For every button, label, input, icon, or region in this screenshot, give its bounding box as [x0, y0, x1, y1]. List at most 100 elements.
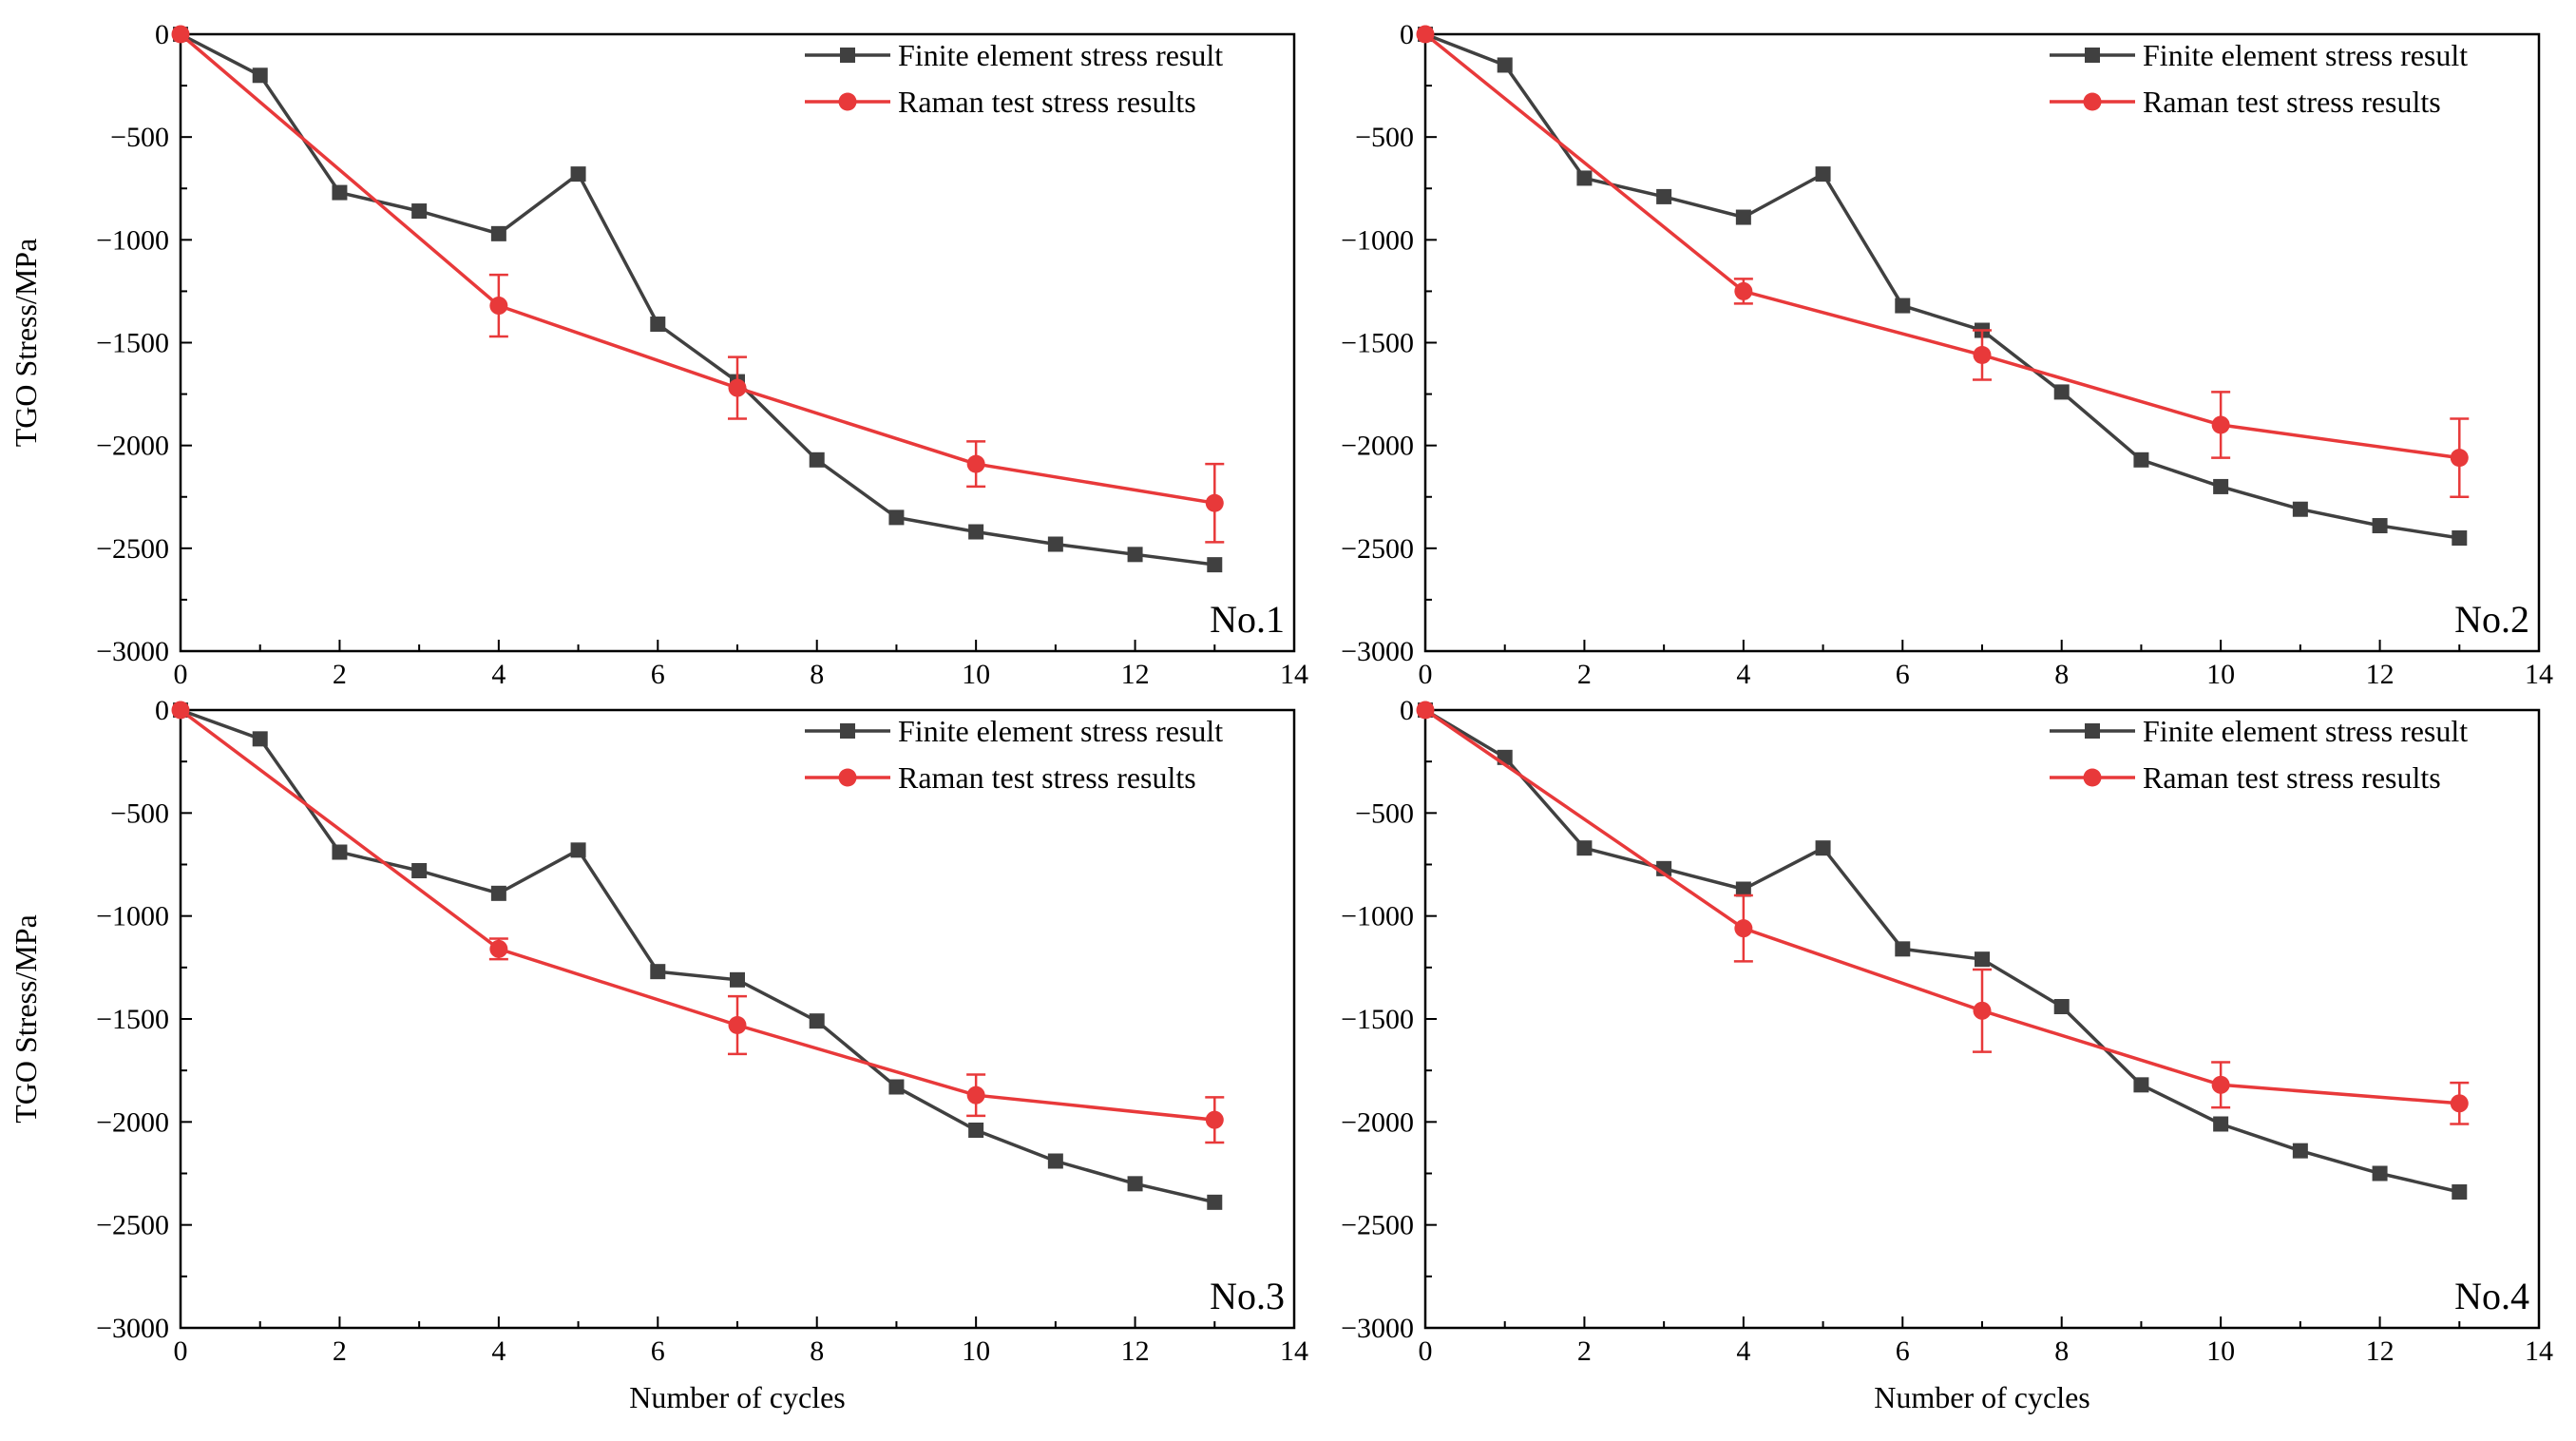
- data-point-circle: [2450, 449, 2469, 468]
- legend-entry: Finite element stress result: [2050, 714, 2468, 748]
- data-point-square: [252, 67, 268, 84]
- panel-label: No.2: [2454, 598, 2529, 641]
- data-point-circle: [966, 454, 985, 473]
- data-point-square: [1127, 547, 1143, 563]
- y-tick-label: 0: [1400, 695, 1414, 726]
- y-tick-label: −2000: [96, 1106, 169, 1138]
- data-point-square: [332, 844, 348, 860]
- data-point-circle: [966, 1086, 985, 1105]
- panel-label: No.3: [1210, 1275, 1285, 1317]
- data-point-circle: [2211, 415, 2230, 434]
- y-tick-label: −3000: [1341, 636, 1414, 667]
- data-point-square: [490, 885, 506, 901]
- series-line: [180, 32, 1215, 567]
- y-tick-label: −3000: [1341, 1313, 1414, 1344]
- data-point-square: [2053, 384, 2070, 400]
- y-tick-label: −1000: [1341, 224, 1414, 256]
- legend-entry: Raman test stress results: [805, 85, 1196, 119]
- data-point-square: [968, 524, 984, 540]
- data-point-circle: [171, 25, 190, 44]
- legend-label: Raman test stress results: [2143, 760, 2441, 795]
- x-tick-label: 2: [1577, 1335, 1592, 1367]
- x-tick-label: 4: [491, 659, 506, 690]
- data-point-square: [2292, 1143, 2308, 1159]
- legend-label: Finite element stress result: [2143, 38, 2468, 72]
- data-point-circle: [2450, 1094, 2469, 1113]
- legend-entry: Raman test stress results: [2050, 85, 2441, 119]
- y-tick-label: −3000: [96, 1313, 169, 1344]
- series-raman-test: [1416, 25, 2470, 498]
- data-point-square: [2452, 530, 2468, 547]
- legend-marker-square: [2085, 48, 2100, 63]
- data-point-square: [1497, 57, 1513, 73]
- x-tick-label: 4: [491, 1335, 506, 1367]
- data-point-circle: [1205, 1110, 1224, 1129]
- x-tick-label: 6: [651, 1335, 665, 1367]
- legend-label: Finite element stress result: [898, 38, 1223, 72]
- x-tick-label: 10: [2206, 659, 2235, 690]
- y-tick-label: −1500: [1341, 328, 1414, 359]
- y-tick-label: −2500: [96, 533, 169, 565]
- x-tick-label: 12: [2366, 1335, 2395, 1367]
- data-point-square: [1576, 170, 1593, 186]
- y-axis-title: TGO Stress/MPa: [9, 914, 43, 1124]
- data-point-square: [1207, 557, 1223, 573]
- y-tick-label: 0: [155, 19, 169, 50]
- series-raman-test: [1416, 701, 2470, 1125]
- data-point-square: [411, 863, 428, 878]
- x-tick-label: 12: [1121, 659, 1150, 690]
- data-point-square: [1576, 840, 1593, 856]
- x-tick-label: 8: [810, 1335, 824, 1367]
- y-tick-label: −3000: [96, 636, 169, 667]
- data-point-circle: [1734, 281, 1753, 300]
- x-tick-label: 2: [333, 659, 347, 690]
- x-tick-label: 0: [174, 659, 188, 690]
- x-axis-title: Number of cycles: [1874, 1380, 2089, 1414]
- data-point-square: [650, 317, 666, 333]
- panel-label: No.1: [1210, 598, 1285, 641]
- x-tick-label: 2: [333, 1335, 347, 1367]
- data-point-square: [2133, 452, 2149, 468]
- data-point-square: [888, 509, 905, 526]
- data-point-square: [2372, 518, 2388, 534]
- legend-entry: Finite element stress result: [805, 38, 1223, 72]
- data-point-square: [1815, 840, 1831, 856]
- legend-marker-square: [840, 48, 855, 63]
- data-point-square: [570, 166, 586, 183]
- x-tick-label: 2: [1577, 659, 1592, 690]
- y-tick-label: −500: [110, 797, 169, 829]
- y-axis-title: TGO Stress/MPa: [9, 239, 43, 448]
- x-tick-label: 12: [1121, 1335, 1150, 1367]
- data-point-square: [1207, 1194, 1223, 1210]
- y-tick-label: −1000: [1341, 901, 1414, 932]
- data-point-circle: [1416, 701, 1435, 720]
- data-point-square: [2292, 501, 2308, 517]
- legend-marker-circle: [838, 92, 857, 111]
- data-point-square: [1735, 209, 1751, 225]
- data-point-square: [1047, 1153, 1063, 1169]
- x-tick-label: 4: [1736, 659, 1750, 690]
- x-tick-label: 8: [810, 659, 824, 690]
- panel-label: No.4: [2454, 1275, 2529, 1317]
- data-point-square: [2452, 1184, 2468, 1200]
- y-tick-label: −2500: [96, 1210, 169, 1241]
- data-point-square: [490, 225, 506, 241]
- x-tick-label: 4: [1736, 1335, 1750, 1367]
- data-point-circle: [728, 378, 747, 397]
- series-line: [1424, 32, 2460, 540]
- y-tick-label: −1500: [1341, 1004, 1414, 1035]
- data-point-square: [2053, 999, 2070, 1014]
- data-point-square: [1047, 536, 1063, 552]
- x-tick-label: 14: [1280, 1335, 1308, 1367]
- data-point-square: [1656, 188, 1672, 204]
- x-tick-label: 10: [2206, 1335, 2235, 1367]
- data-point-circle: [1734, 919, 1753, 938]
- data-point-square: [1895, 298, 1911, 314]
- plot-frame: [179, 32, 1296, 653]
- panel-3: 0 2 4 6 8 10 12 14 0 −500 −1000 −1500 −2000 −2500 −300…: [9, 695, 1308, 1414]
- data-point-square: [1815, 166, 1831, 183]
- data-point-square: [2133, 1077, 2149, 1093]
- data-point-square: [968, 1123, 984, 1138]
- data-point-circle: [1205, 493, 1224, 512]
